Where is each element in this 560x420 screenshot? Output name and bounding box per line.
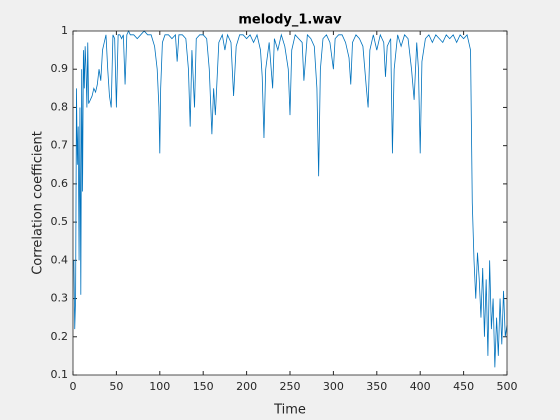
- y-tick-label: 1: [61, 24, 68, 37]
- x-tick-label: 500: [497, 380, 518, 393]
- y-tick-label: 0.9: [51, 62, 69, 75]
- x-tick-label: 50: [109, 380, 123, 393]
- x-tick-label: 200: [236, 380, 257, 393]
- plot-area: [73, 31, 507, 375]
- x-tick-label: 350: [366, 380, 387, 393]
- x-tick-label: 450: [453, 380, 474, 393]
- y-tick-label: 0.2: [51, 330, 69, 343]
- y-tick-label: 0.1: [51, 368, 69, 381]
- x-tick-label: 250: [280, 380, 301, 393]
- y-tick-label: 0.6: [51, 177, 69, 190]
- chart-title: melody_1.wav: [238, 13, 342, 28]
- x-tick-label: 400: [410, 380, 431, 393]
- y-tick-label: 0.7: [51, 139, 69, 152]
- y-tick-label: 0.4: [51, 253, 69, 266]
- x-tick-label: 100: [149, 380, 170, 393]
- y-tick-label: 0.5: [51, 215, 69, 228]
- y-tick-label: 0.3: [51, 292, 69, 305]
- y-axis-label: Correlation coefficient: [31, 131, 46, 275]
- x-tick-label: 0: [70, 380, 77, 393]
- x-tick-label: 300: [323, 380, 344, 393]
- data-line: [73, 30, 508, 368]
- x-tick-label: 150: [193, 380, 214, 393]
- axes-box: [72, 30, 508, 376]
- y-tick-label: 0.8: [51, 100, 69, 113]
- x-axis-label: Time: [273, 403, 306, 418]
